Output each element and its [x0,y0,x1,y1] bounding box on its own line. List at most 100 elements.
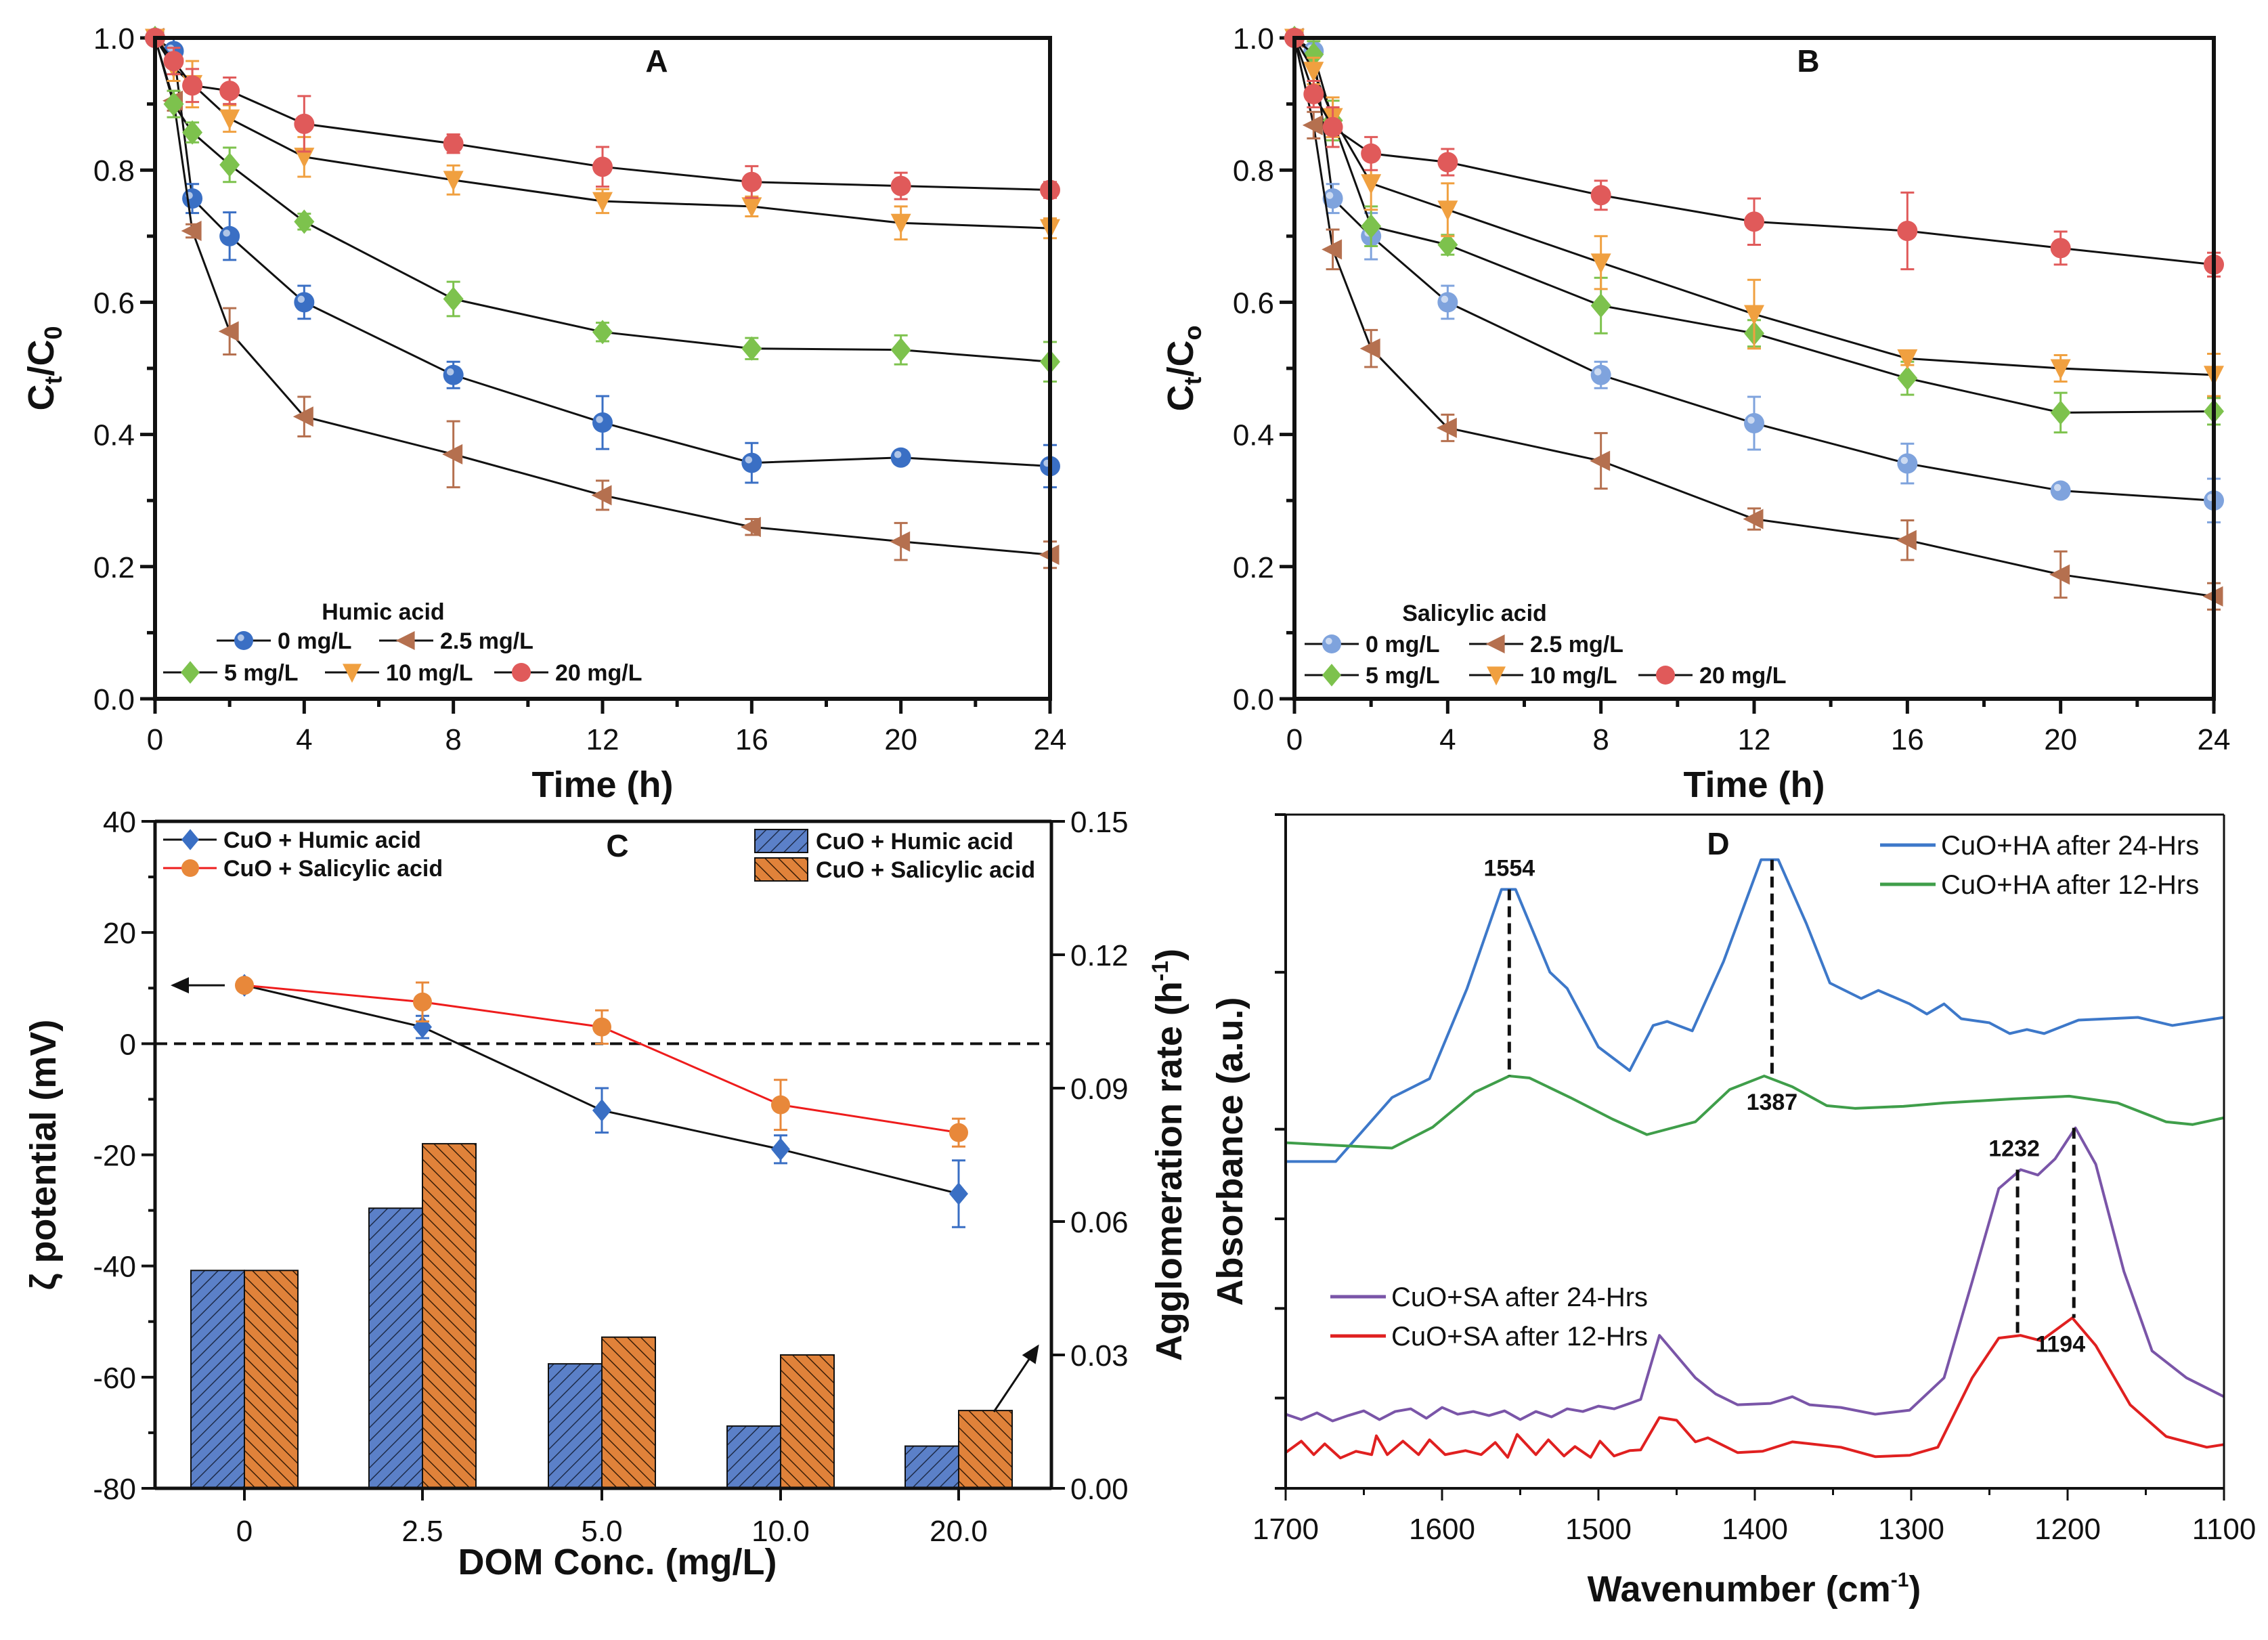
x-axis-title: DOM Conc. (mg/L) [458,1542,777,1582]
peak-label: 1387 [1747,1089,1798,1115]
data-point [1744,305,1764,326]
data-point [163,91,184,116]
data-point [1437,152,1458,173]
legend-item: 5 mg/L [1305,663,1440,689]
legend-marker [234,631,253,650]
legend-item: 0 mg/L [217,628,352,654]
data-point [1896,530,1917,551]
panel-label: B [1797,43,1819,79]
spectrum-line [1286,858,2225,1163]
data-point [1744,211,1764,232]
y-tick-label: 0 [120,1028,136,1061]
legend-item: 2.5 mg/L [1469,632,1623,657]
data-point [740,517,761,538]
bar [244,1270,299,1489]
y-tick-label: 1.0 [93,22,135,56]
data-point-highlight [297,295,305,303]
data-point [592,320,613,345]
x-tick-label: 1600 [1409,1513,1475,1546]
x-tick-label: 1200 [2034,1513,2101,1546]
data-point [1436,417,1457,438]
y-tick-label: 0.8 [1233,154,1274,188]
data-point [1437,292,1458,313]
data-point [890,213,911,234]
y-axis-title-part: C [21,385,62,411]
data-point-highlight [1747,416,1755,424]
bar [368,1207,423,1490]
legend-marker [1322,664,1341,687]
bar [780,1354,835,1489]
peak-label: 1554 [1484,855,1535,881]
panel-a-chart: 0 4 8 12 16 20 24 0.0 0.2 0.4 0.6 0.8 1.0 A Time (h) Ct… [21,22,1066,805]
spectrum-line [1285,1126,2225,1423]
x-title-end: ) [1909,1569,1921,1610]
data-point [949,1182,968,1205]
data-point [219,81,240,102]
series-2-5-mg-L [1283,28,2223,611]
data-point [2050,238,2071,259]
series-0-mg-L [145,28,1060,489]
data-point [890,531,911,552]
x-tick-label: 0 [236,1515,253,1548]
y-axis-title-part: t [1179,377,1206,385]
x-tick-label: 8 [1592,723,1609,756]
y-tick-label: 0.4 [1233,419,1274,452]
y-tick-label: 40 [103,806,136,839]
data-point [218,321,239,342]
data-point [1897,220,1918,241]
bar [904,1445,959,1490]
legend-label: 2.5 mg/L [1530,632,1623,657]
data-point-highlight [1441,295,1449,303]
data-point [1744,413,1764,434]
legend-marker-highlight [1325,637,1332,645]
data-point [219,225,240,246]
y-tick-label: 0.2 [93,551,135,584]
data-point [1590,293,1611,318]
data-point [1590,364,1611,385]
y-tick-label: 0.8 [93,154,135,188]
data-point [890,175,911,196]
y-axis-title-part: t [39,376,67,385]
x-tick-label: 1500 [1565,1513,1632,1546]
bar [548,1363,603,1489]
legend-swatch [754,829,808,853]
legend-item: 10 mg/L [325,660,473,686]
data-point [1303,83,1324,104]
x-tick-label: 4 [1439,723,1456,756]
data-point [1897,366,1918,391]
data-point [1897,453,1918,474]
data-point-highlight [2053,483,2062,492]
legend-marker-highlight [237,634,244,641]
x-tick-label: 4 [296,723,312,756]
series-line [154,37,1051,556]
data-point [182,75,203,96]
data-point [741,171,762,192]
y-axis-title-part: /C [21,340,62,376]
x-tick-label: 24 [1034,723,1067,756]
y2-tick-label: 0.03 [1070,1339,1129,1373]
data-point [1437,200,1458,221]
x-tick-label: 1100 [2192,1513,2256,1546]
spectrum-line [1285,1075,2225,1150]
legend-item: 2.5 mg/L [379,628,533,654]
y-tick-label: 0.6 [93,286,135,320]
data-point [219,152,240,177]
data-point [181,220,202,241]
y2-tick-label: 0.06 [1070,1206,1129,1239]
data-point [235,976,254,995]
panel-b-chart: 0 4 8 12 16 20 24 0.0 0.2 0.4 0.6 0.8 1.0 B Time (h) Ct… [1160,22,2230,805]
data-point [1743,509,1764,530]
line-series [235,976,968,1148]
legend-marker [1656,666,1675,685]
legend-item: 20 mg/L [1638,663,1786,689]
y-tick-label: 0.4 [93,419,135,452]
x-tick-label: 20.0 [930,1515,988,1548]
legend-label: CuO + Humic acid [223,827,421,853]
legend-label: CuO+HA after 12-Hrs [1941,870,2199,900]
y-axis-title-part: C [1160,385,1201,412]
data-point [1359,338,1380,359]
data-point [1437,232,1458,257]
legend-item: 20 mg/L [494,660,642,686]
data-point [1361,214,1382,239]
panel-label: A [645,43,668,79]
